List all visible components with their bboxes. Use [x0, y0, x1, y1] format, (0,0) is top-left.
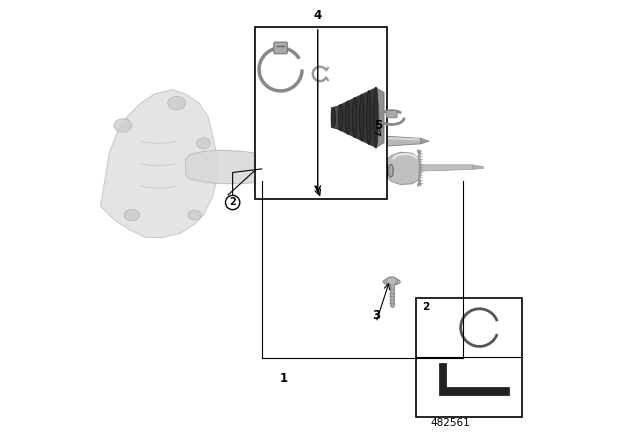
Ellipse shape [374, 87, 378, 148]
Text: 1: 1 [280, 372, 288, 385]
Polygon shape [419, 160, 421, 163]
Polygon shape [419, 178, 421, 181]
Polygon shape [418, 151, 421, 153]
Polygon shape [419, 165, 421, 168]
Text: 2: 2 [229, 198, 236, 207]
Ellipse shape [197, 138, 210, 149]
Ellipse shape [345, 153, 349, 185]
Ellipse shape [188, 210, 201, 220]
Polygon shape [419, 171, 421, 173]
Polygon shape [275, 156, 329, 185]
Polygon shape [419, 153, 421, 156]
Ellipse shape [380, 162, 384, 178]
Polygon shape [419, 173, 421, 176]
Ellipse shape [339, 156, 344, 183]
Polygon shape [419, 155, 421, 158]
Polygon shape [418, 184, 421, 186]
Ellipse shape [282, 151, 296, 182]
Text: 4: 4 [314, 9, 322, 22]
Polygon shape [324, 164, 345, 176]
Ellipse shape [368, 159, 372, 181]
Ellipse shape [383, 279, 400, 285]
Polygon shape [375, 87, 384, 148]
Text: 2: 2 [422, 302, 429, 312]
Polygon shape [100, 90, 217, 237]
Polygon shape [421, 165, 472, 171]
Polygon shape [419, 176, 421, 179]
Polygon shape [257, 169, 289, 177]
Polygon shape [333, 87, 376, 148]
Ellipse shape [384, 164, 388, 177]
Polygon shape [387, 152, 421, 185]
Polygon shape [419, 180, 421, 183]
Polygon shape [421, 138, 429, 144]
Polygon shape [347, 153, 387, 185]
Ellipse shape [332, 108, 336, 127]
Polygon shape [186, 150, 289, 184]
Ellipse shape [374, 161, 379, 180]
Ellipse shape [168, 96, 186, 110]
Ellipse shape [339, 104, 343, 131]
Polygon shape [419, 181, 421, 184]
Bar [417, 298, 522, 417]
Ellipse shape [353, 155, 357, 184]
Ellipse shape [361, 157, 365, 182]
Polygon shape [419, 163, 421, 165]
Polygon shape [440, 362, 509, 395]
Polygon shape [378, 136, 421, 146]
Text: 3: 3 [372, 309, 380, 323]
Polygon shape [472, 165, 484, 169]
Ellipse shape [353, 97, 357, 138]
Ellipse shape [114, 119, 132, 132]
Ellipse shape [386, 277, 397, 285]
Text: 482561: 482561 [430, 418, 470, 428]
Bar [255, 27, 387, 199]
Text: 5: 5 [374, 119, 382, 132]
Polygon shape [419, 152, 421, 155]
Polygon shape [418, 183, 421, 186]
FancyBboxPatch shape [387, 111, 397, 118]
Circle shape [225, 195, 240, 210]
Polygon shape [332, 105, 342, 130]
Polygon shape [419, 168, 421, 171]
Polygon shape [418, 150, 421, 152]
Ellipse shape [346, 101, 350, 134]
Polygon shape [419, 157, 421, 160]
Ellipse shape [124, 210, 140, 221]
Polygon shape [418, 183, 421, 185]
FancyBboxPatch shape [274, 42, 287, 54]
Ellipse shape [367, 90, 371, 145]
Polygon shape [418, 150, 421, 153]
Ellipse shape [388, 164, 393, 177]
Ellipse shape [360, 94, 364, 141]
